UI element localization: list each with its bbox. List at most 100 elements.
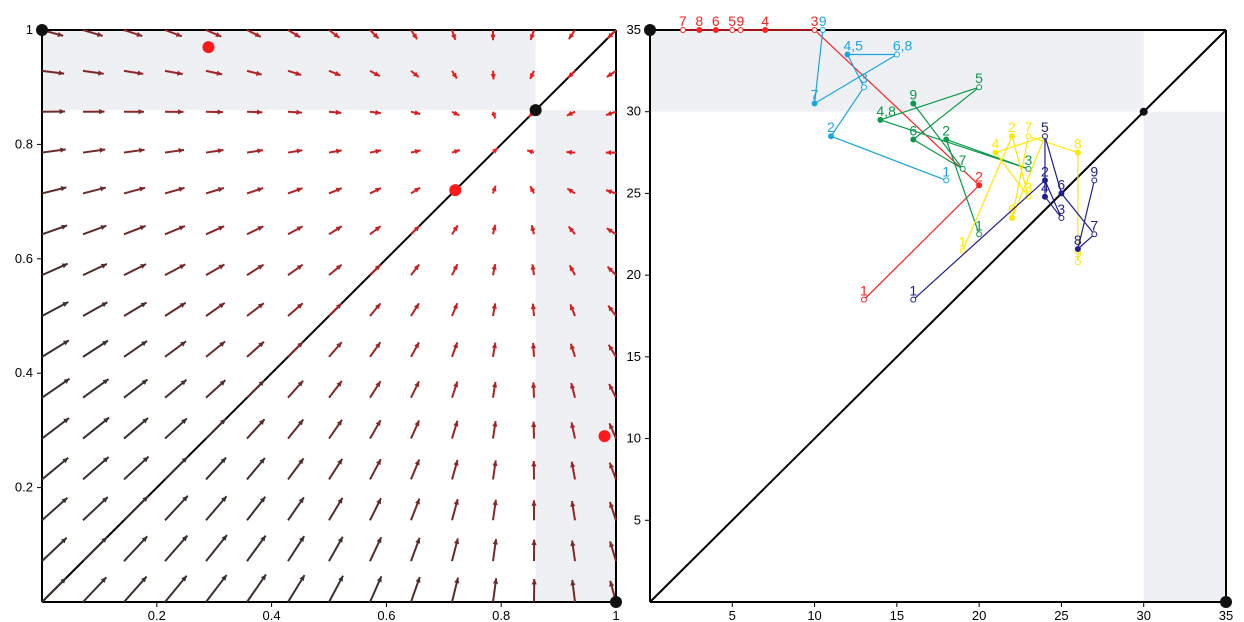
field-arrowhead xyxy=(217,148,224,154)
trajectory-point xyxy=(976,231,983,238)
fixed-point-black xyxy=(644,24,656,36)
field-arrowhead xyxy=(101,302,108,308)
trajectory-point xyxy=(1041,133,1048,140)
field-arrowhead xyxy=(58,70,65,76)
y-tick-label: 25 xyxy=(627,185,641,200)
field-arrowhead xyxy=(490,34,496,41)
field-arrowhead xyxy=(609,462,615,469)
field-arrow xyxy=(82,496,109,522)
field-arrowhead xyxy=(97,70,104,76)
trajectory-point-label: 7 xyxy=(679,13,687,29)
field-arrowhead xyxy=(259,419,265,425)
x-tick-label: 20 xyxy=(972,608,986,622)
field-arrowhead xyxy=(414,110,421,116)
field-arrowhead xyxy=(375,381,381,388)
field-arrowhead xyxy=(142,456,149,463)
field-arrowhead xyxy=(337,458,343,465)
field-arrowhead xyxy=(415,498,420,505)
trajectory-point xyxy=(1074,149,1081,156)
field-arrowhead xyxy=(297,419,304,426)
field-arrowhead xyxy=(569,343,575,350)
trajectory-point xyxy=(943,136,950,143)
fixed-point-red xyxy=(449,184,462,197)
field-arrowhead xyxy=(531,421,537,428)
trajectory-point xyxy=(1058,214,1065,221)
field-arrowhead xyxy=(181,575,187,582)
trajectory-point-label: 2 xyxy=(827,119,835,135)
field-arrowhead xyxy=(491,342,498,349)
field-arrowhead xyxy=(182,495,188,502)
trajectory-point xyxy=(1074,245,1081,252)
field-arrowhead xyxy=(569,304,575,311)
field-arrowhead xyxy=(140,264,147,269)
trajectory-point-label: 3 xyxy=(860,70,868,86)
field-arrowhead xyxy=(298,458,304,465)
field-arrowhead xyxy=(60,186,67,192)
trajectory-point xyxy=(976,182,983,189)
field-arrowhead xyxy=(491,112,497,119)
field-arrow xyxy=(164,575,188,603)
field-arrowhead xyxy=(491,264,497,270)
trajectory-point xyxy=(910,296,917,303)
trajectory-point-label: 1 xyxy=(860,283,868,299)
field-arrow xyxy=(164,495,189,521)
field-arrowhead xyxy=(570,461,576,468)
field-arrowhead xyxy=(412,71,419,78)
field-arrowhead xyxy=(530,303,536,310)
field-arrowhead xyxy=(217,109,223,115)
field-arrowhead xyxy=(62,457,69,464)
field-arrowhead xyxy=(411,33,418,40)
trajectory-line xyxy=(962,134,1079,263)
trajectory-point xyxy=(1058,190,1065,197)
field-arrowhead xyxy=(141,576,147,583)
field-arrowhead xyxy=(175,31,182,37)
trajectory-point xyxy=(819,27,826,33)
x-tick-label: 10 xyxy=(807,608,821,622)
trajectory-point xyxy=(910,100,917,107)
field-arrow xyxy=(41,537,68,562)
field-arrowhead xyxy=(215,32,222,37)
field-arrowhead xyxy=(607,266,614,273)
trajectory-point-label: 8 xyxy=(1074,136,1082,152)
field-arrowhead xyxy=(492,499,498,506)
field-arrowhead xyxy=(96,31,103,37)
trajectory-point-label: 6 xyxy=(1008,201,1016,217)
field-arrowhead xyxy=(373,71,380,77)
field-arrowhead xyxy=(492,421,498,427)
field-arrowhead xyxy=(218,264,225,270)
field-arrowhead xyxy=(451,72,457,79)
field-arrowhead xyxy=(530,382,537,388)
trajectory-point xyxy=(729,27,736,33)
field-arrow xyxy=(82,456,110,481)
y-tick-label: 0.8 xyxy=(15,136,33,151)
field-arrowhead xyxy=(178,148,185,154)
field-arrowhead xyxy=(181,418,187,425)
trajectory-point-label: 6 xyxy=(1057,176,1065,192)
field-arrowhead xyxy=(62,301,69,307)
field-arrowhead xyxy=(453,538,460,545)
fixed-point-black xyxy=(1139,107,1148,116)
trajectory-point-label: 1 xyxy=(909,283,917,299)
field-arrowhead xyxy=(260,574,267,581)
field-arrowhead xyxy=(295,70,302,76)
field-arrowhead xyxy=(530,264,536,271)
field-arrowhead xyxy=(375,342,381,349)
field-arrowhead xyxy=(606,71,613,77)
trajectory-point xyxy=(844,51,851,58)
field-arrowhead xyxy=(451,33,457,40)
field-arrowhead xyxy=(61,263,68,269)
field-arrowhead xyxy=(219,380,226,386)
trajectory-point xyxy=(893,51,900,58)
field-arrowhead xyxy=(413,264,420,271)
field-arrowhead xyxy=(137,70,144,76)
field-arrowhead xyxy=(257,187,264,193)
field-arrowhead xyxy=(141,536,148,543)
field-arrowhead xyxy=(102,379,109,385)
x-tick-label: 0.8 xyxy=(492,608,510,622)
field-arrowhead xyxy=(337,536,343,543)
x-tick-label: 35 xyxy=(1219,608,1233,622)
field-arrowhead xyxy=(609,383,614,390)
trajectory-point-label: 9 xyxy=(909,87,917,103)
field-arrowhead xyxy=(178,186,185,192)
field-arrowhead xyxy=(258,380,265,387)
